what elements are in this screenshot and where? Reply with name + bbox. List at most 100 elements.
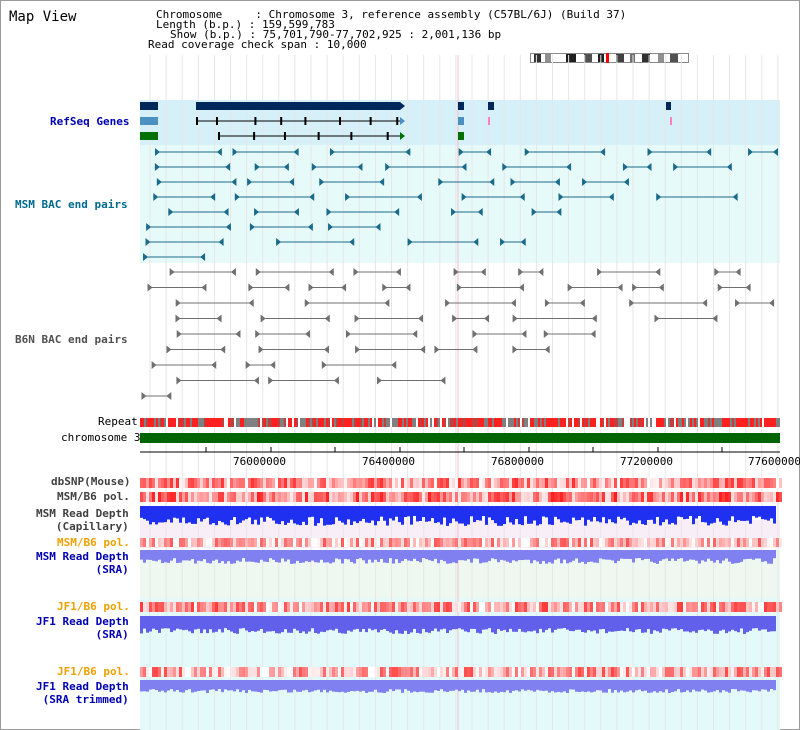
depth-bar: [314, 616, 317, 633]
polymorphism-cell: [254, 602, 257, 612]
polymorphism-cell: [734, 602, 737, 612]
polymorphism-cell: [248, 538, 251, 547]
page-title: Map View: [9, 9, 77, 25]
depth-bar: [260, 550, 263, 560]
polymorphism-cell: [626, 478, 629, 488]
depth-bar: [566, 550, 569, 564]
depth-bar: [416, 550, 419, 561]
depth-bar: [365, 616, 368, 633]
polymorphism-cell: [461, 667, 464, 677]
polymorphism-cell: [674, 492, 677, 502]
polymorphism-cell: [470, 492, 473, 502]
polymorphism-cell: [485, 602, 488, 612]
repeat-segment: [154, 418, 156, 427]
track-label-msm-depth-capillary[interactable]: MSM Read Depth (Capillary): [36, 507, 129, 533]
polymorphism-cell: [455, 667, 458, 677]
bac-end-marker: [440, 376, 446, 385]
depth-bar: [248, 550, 251, 562]
depth-bar: [497, 506, 500, 526]
repeat-segment: [656, 418, 658, 427]
track-label-dbsnp[interactable]: dbSNP(Mouse): [51, 475, 131, 488]
repeat-segment: [774, 418, 776, 427]
depth-bar: [533, 616, 536, 631]
polymorphism-cell: [302, 538, 305, 547]
polymorphism-cell: [563, 538, 566, 547]
depth-bar: [410, 550, 413, 562]
polymorphism-cell: [776, 602, 779, 612]
track-label-repeat[interactable]: Repeat: [98, 415, 138, 428]
track-label-b6n-bac[interactable]: B6N BAC end pairs: [15, 333, 128, 346]
track-label-msm-b6-pol-2[interactable]: MSM/B6 pol.: [57, 536, 130, 549]
track-label-jf1-b6-pol-2[interactable]: JF1/B6 pol.: [57, 665, 130, 678]
polymorphism-cell: [728, 492, 731, 502]
depth-bar: [650, 616, 653, 634]
depth-bar: [632, 616, 635, 633]
polymorphism-cell: [290, 602, 293, 612]
track-label-jf1-b6-pol[interactable]: JF1/B6 pol.: [57, 600, 130, 613]
polymorphism-cell: [626, 538, 629, 547]
depth-bar: [686, 616, 689, 632]
track-label-jf1-depth-trimmed[interactable]: JF1 Read Depth (SRA trimmed): [36, 680, 129, 706]
depth-bar: [695, 680, 698, 692]
polymorphism-cell: [749, 602, 752, 612]
polymorphism-cell: [470, 602, 473, 612]
polymorphism-cell: [671, 602, 674, 612]
depth-bar: [530, 616, 533, 632]
depth-bar: [230, 550, 233, 564]
depth-bar: [242, 506, 245, 521]
polymorphism-cell: [629, 492, 632, 502]
track-label-msm-depth-sra[interactable]: MSM Read Depth (SRA): [36, 550, 129, 576]
polymorphism-cell: [677, 478, 680, 488]
depth-bar: [488, 680, 491, 693]
track-label-jf1-depth-sra[interactable]: JF1 Read Depth (SRA): [36, 615, 129, 641]
polymorphism-cell: [380, 602, 383, 612]
polymorphism-cell: [509, 602, 512, 612]
polymorphism-cell: [641, 478, 644, 488]
repeat-segment: [316, 418, 318, 427]
repeat-segment: [324, 418, 326, 427]
polymorphism-cell: [176, 602, 179, 612]
depth-bar: [338, 616, 341, 633]
bac-end-marker: [405, 283, 411, 292]
polymorphism-cell: [584, 478, 587, 488]
depth-bar: [314, 506, 317, 526]
bac-end-marker: [169, 268, 175, 276]
polymorphism-cell: [731, 478, 734, 488]
repeat-segment: [256, 418, 258, 427]
repeat-segment: [466, 418, 468, 427]
bac-end-marker: [461, 193, 467, 201]
polymorphism-cell: [191, 538, 194, 547]
polymorphism-cell: [671, 667, 674, 677]
polymorphism-cell: [341, 667, 344, 677]
depth-bar: [161, 506, 164, 523]
polymorphism-cell: [212, 538, 215, 547]
polymorphism-cell: [428, 492, 431, 502]
polymorphism-cell: [623, 538, 626, 547]
depth-bar: [146, 616, 149, 633]
polymorphism-cell: [353, 478, 356, 488]
bac-end-marker: [656, 193, 662, 201]
polymorphism-cell: [209, 602, 212, 612]
track-label-refseq-genes[interactable]: RefSeq Genes: [50, 115, 130, 128]
polymorphism-cell: [194, 667, 197, 677]
depth-bar: [611, 550, 614, 561]
repeat-segment: [456, 418, 458, 427]
repeat-segment: [650, 418, 652, 427]
repeat-segment: [312, 418, 314, 427]
polymorphism-cell: [767, 602, 770, 612]
depth-bar: [542, 506, 545, 517]
polymorphism-cell: [698, 492, 701, 502]
track-label-msm-b6-pol[interactable]: MSM/B6 pol.: [57, 490, 130, 503]
track-label-msm-bac[interactable]: MSM BAC end pairs: [15, 198, 128, 211]
depth-bar: [173, 680, 176, 692]
repeat-segment: [762, 418, 764, 427]
track-label-chromosome[interactable]: chromosome 3: [61, 431, 141, 444]
depth-bar: [665, 680, 668, 690]
polymorphism-cell: [425, 478, 428, 488]
polymorphism-cell: [542, 492, 545, 502]
polymorphism-cell: [188, 492, 191, 502]
polymorphism-cell: [767, 492, 770, 502]
gene-feature: [458, 102, 464, 110]
repeat-segment: [636, 418, 638, 427]
